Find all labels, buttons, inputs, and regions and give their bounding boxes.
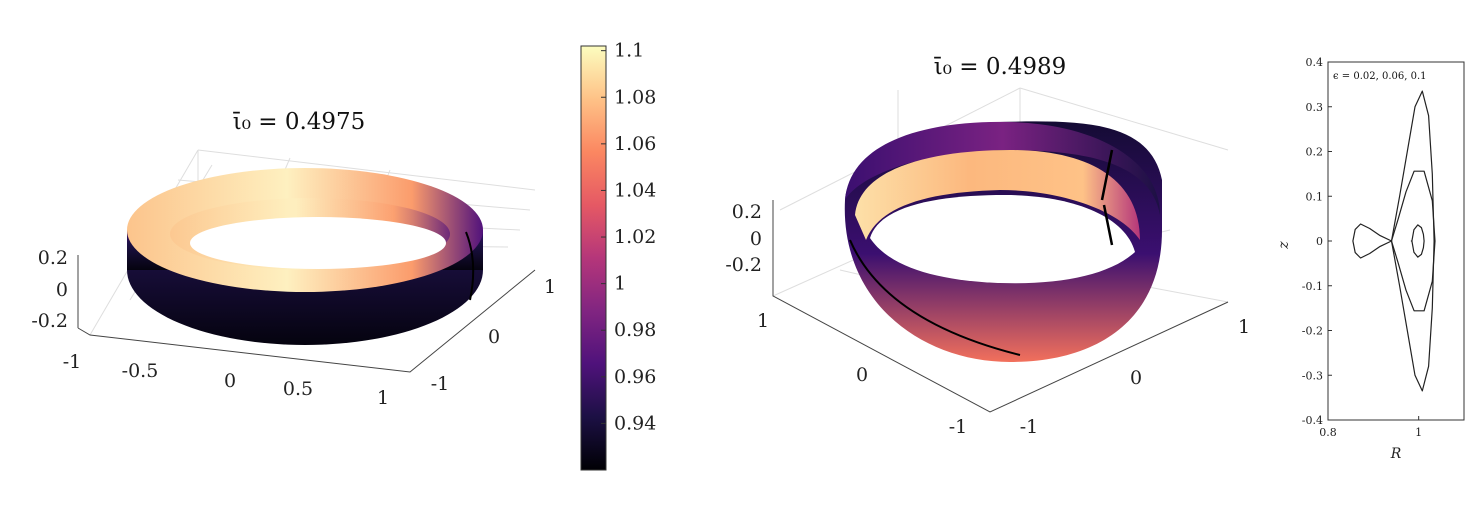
panel-2-ring-hole (870, 195, 1135, 284)
panel-1-x-tick: 0 (224, 370, 236, 392)
panel-2-ring-top (845, 121, 1160, 215)
panel-2-x-tick: 0 (856, 364, 868, 386)
panel-2-field-line-front (849, 239, 1021, 356)
panel-1-y-ticks: -1 0 1 (431, 276, 556, 395)
panel-3-x-tick-label: 0.8 (1319, 426, 1337, 439)
panel-1-z-ticks: 0.2 0 -0.2 (31, 247, 68, 332)
colorbar-tick-label: 1.02 (614, 226, 656, 248)
cross-section-curve (1390, 170, 1436, 312)
panel-2-title: ῑ₀ = 0.4989 (934, 54, 1067, 80)
colorbar-tick-label: 1.06 (614, 133, 656, 155)
panel-3-frame (1327, 61, 1465, 421)
panel-2-z-tick: 0.2 (732, 201, 762, 223)
panel-3-y-tick-label: 0.2 (1306, 146, 1324, 159)
panel-2-x-tick: -1 (949, 416, 968, 438)
panel-3-y-tick-label: 0 (1316, 235, 1323, 248)
panel-2: ῑ₀ = 0.4989 0.2 0 -0.2 1 0 -1 -1 (725, 54, 1250, 438)
panel-2-y-tick: 1 (1238, 316, 1250, 338)
colorbar: 1.1 1.08 1.06 1.04 1.02 1 0.98 0.96 0.94 (580, 40, 656, 471)
colorbar-tick-label: 0.96 (614, 366, 656, 388)
colorbar-tick-label: 1.1 (614, 40, 644, 62)
panel-2-y-ticks: -1 0 1 (1020, 316, 1250, 438)
panel-3-xlabel: R (1390, 446, 1402, 462)
colorbar-gradient (580, 45, 607, 471)
panel-1-x-ticks: -1 -0.5 0 0.5 1 (63, 351, 389, 409)
panel-1-title: ῑ₀ = 0.4975 (233, 109, 366, 135)
colorbar-tick-label: 0.94 (614, 412, 656, 434)
panel-1-y-tick: 0 (488, 326, 500, 348)
panel-2-x-tick: 1 (757, 310, 769, 332)
panel-1-y-tick: 1 (544, 276, 556, 298)
panel-1-z-tick: 0 (56, 279, 68, 301)
panel-1-z-tick: 0.2 (38, 247, 68, 269)
colorbar-tick-label: 1.04 (614, 179, 656, 201)
panel-3-x-tick-label: 1 (1415, 426, 1422, 439)
colorbar-tick-label: 1.08 (614, 86, 656, 108)
panel-2-y-tick: 0 (1130, 367, 1142, 389)
panel-2-axes (772, 200, 1229, 413)
panel-2-z-tick: 0 (750, 228, 762, 250)
panel-2-field-line-back (1100, 149, 1114, 246)
panel-2-ring (844, 121, 1162, 363)
panel-2-z-tick: -0.2 (725, 254, 762, 276)
panel-3-y-tick-label: -0.2 (1302, 325, 1323, 338)
panel-3-y-tick-label: 0.1 (1306, 190, 1324, 203)
panel-1-x-tick: 0.5 (283, 378, 313, 400)
panel-2-ring-inner (855, 150, 1140, 240)
panel-1-x-tick: -0.5 (122, 360, 159, 382)
panel-3-ylabel: z (1276, 241, 1292, 250)
cross-section-curve (1410, 224, 1425, 258)
panel-1-z-tick: -0.2 (31, 310, 68, 332)
panel-1-axes (77, 255, 536, 373)
panel-3-curves (1352, 90, 1436, 392)
panel-3-y-tick-label: 0.4 (1306, 56, 1324, 69)
panel-2-y-tick: -1 (1020, 416, 1039, 438)
panel-3-y-tick-label: 0.3 (1306, 101, 1324, 114)
colorbar-tick-label: 0.98 (614, 319, 656, 341)
cross-section-curve (1352, 90, 1435, 392)
panel-1-y-tick: -1 (431, 373, 450, 395)
panel-1-ring-hole (190, 217, 446, 269)
panel-1-x-tick: -1 (63, 351, 82, 373)
panel-2-z-ticks: 0.2 0 -0.2 (725, 201, 762, 276)
panel-2-x-ticks: 1 0 -1 (757, 310, 967, 438)
panel-3: 0.4 0.3 0.2 0.1 0 -0.1 -0.2 -0.3 -0.40.8 1 ϵ = 0.… (1276, 56, 1465, 462)
panel-1-field-line (465, 231, 475, 301)
panel-1-x-tick: 1 (377, 387, 389, 409)
panel-3-annotation: ϵ = 0.02, 0.06, 0.1 (1333, 71, 1427, 82)
panel-3-y-tick-label: -0.1 (1302, 280, 1323, 293)
panel-3-ticks: 0.4 0.3 0.2 0.1 0 -0.1 -0.2 -0.3 -0.40.8 1 (1302, 56, 1422, 439)
panel-3-y-tick-label: -0.3 (1302, 369, 1323, 382)
colorbar-tick-label: 1 (614, 273, 626, 295)
panel-3-y-tick-label: -0.4 (1302, 414, 1323, 427)
colorbar-ticks: 1.1 1.08 1.06 1.04 1.02 1 0.98 0.96 0.94 (601, 40, 656, 434)
panel-1-ring (127, 168, 483, 345)
panel-1: ῑ₀ = 0.4975 0.2 0 -0.2 -1 -0.5 0 0.5 (31, 109, 556, 409)
